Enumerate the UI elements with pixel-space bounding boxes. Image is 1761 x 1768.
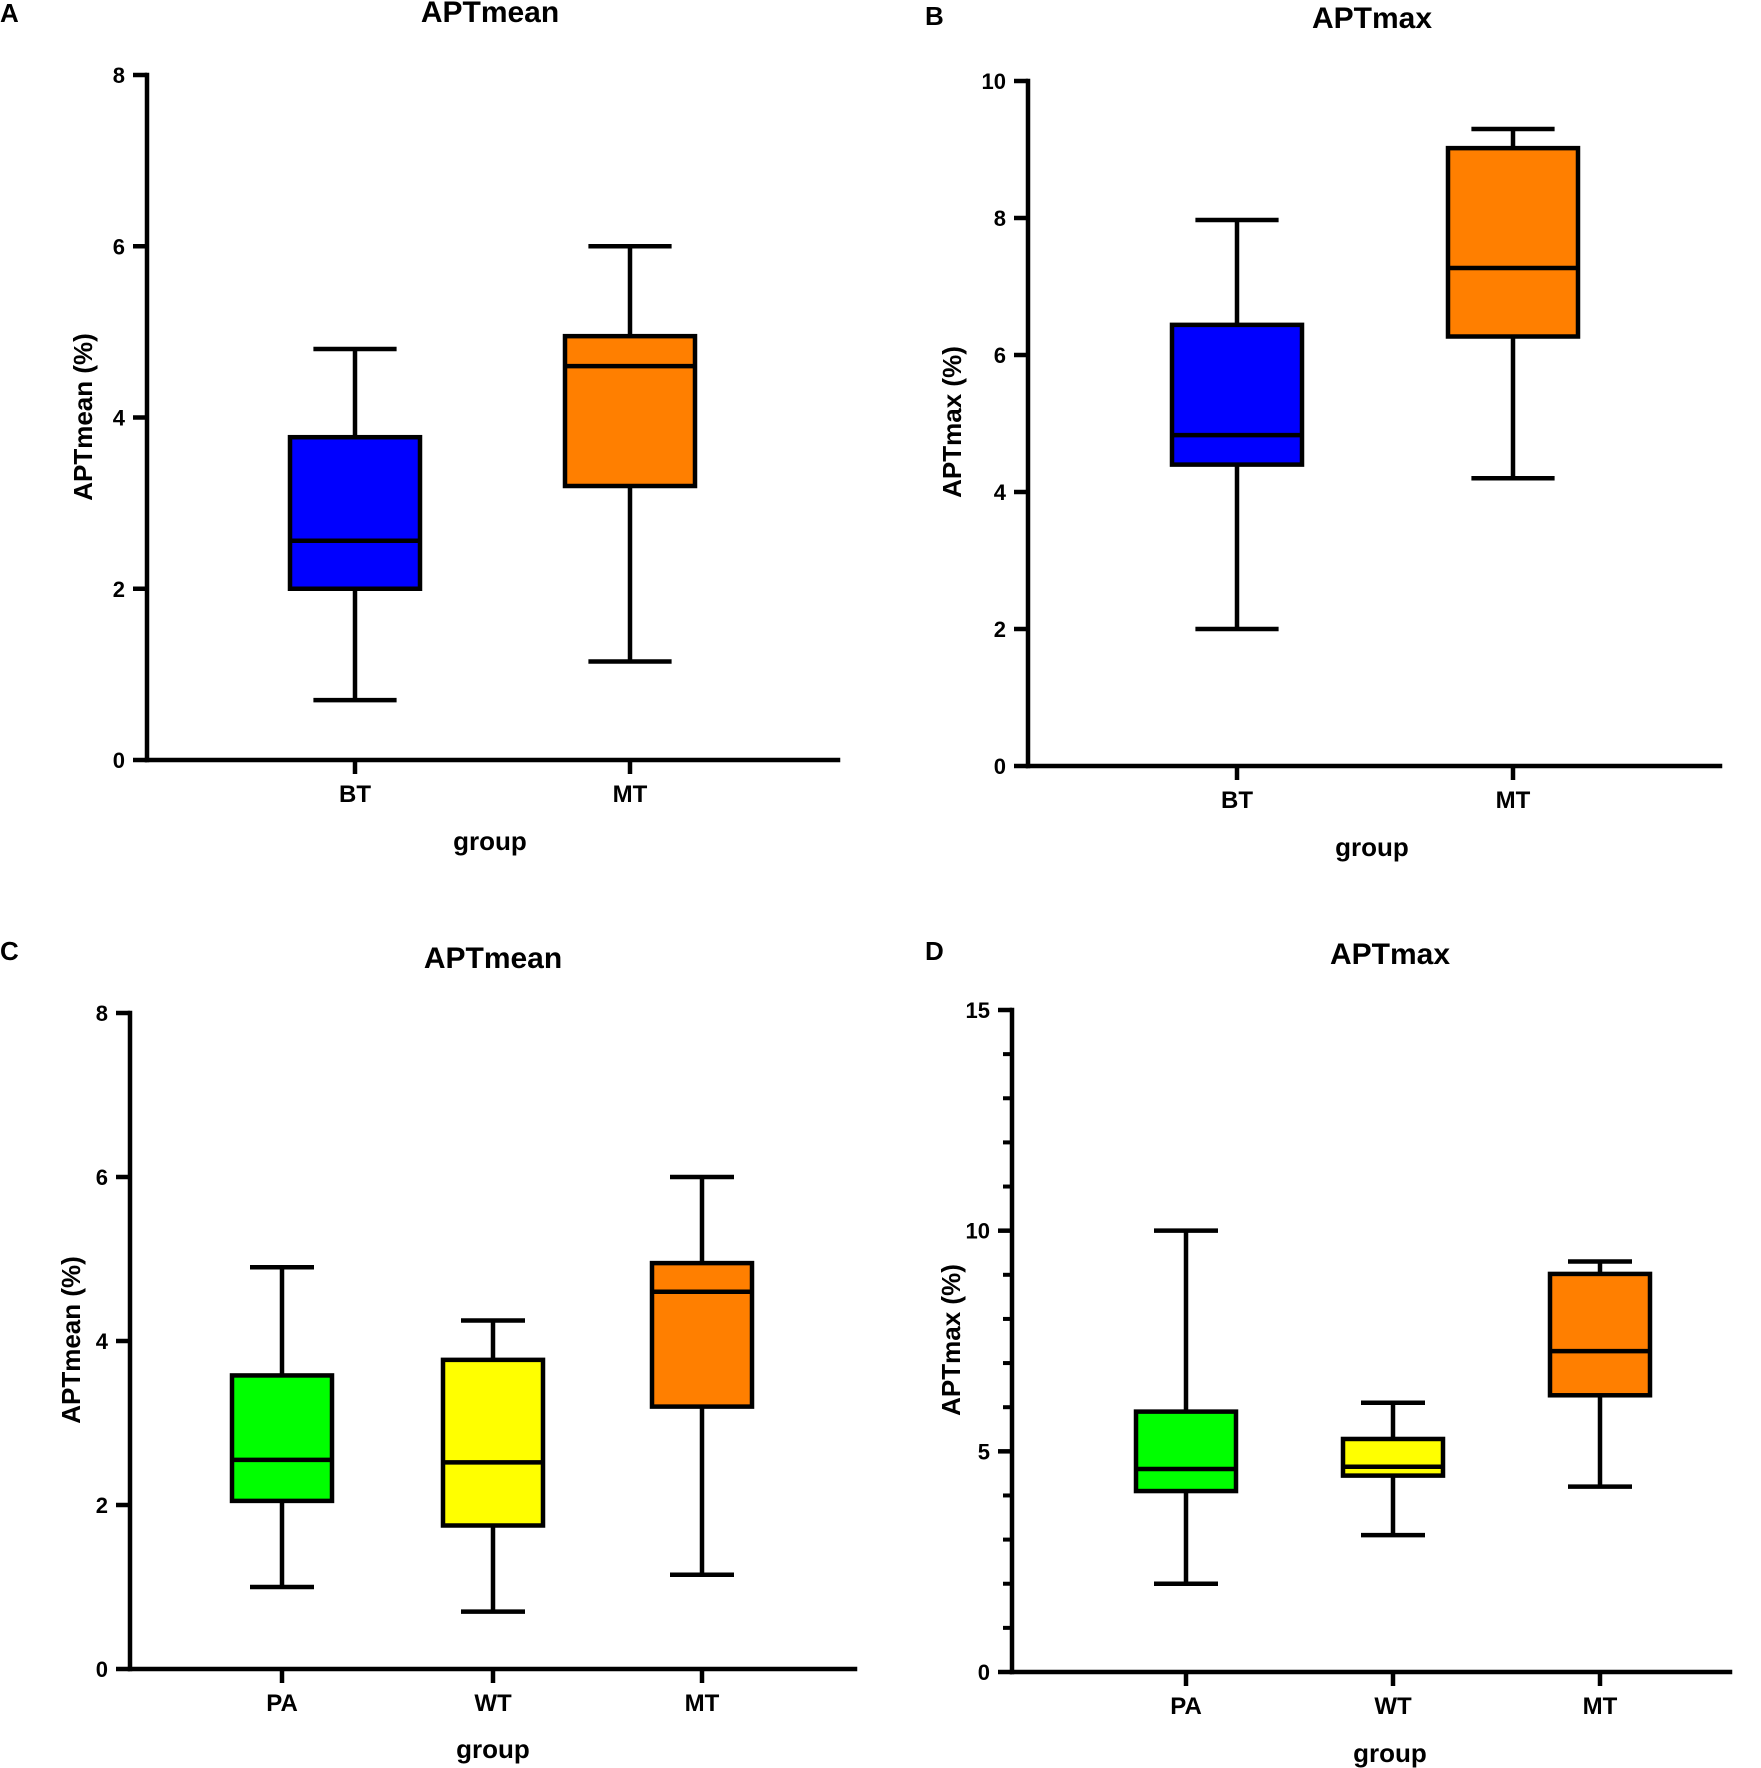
box-wt [440, 1318, 546, 1614]
x-tick-label: MT [1583, 1693, 1618, 1720]
y-tick-label: 0 [978, 1660, 990, 1685]
x-tick-label: PA [1170, 1693, 1202, 1720]
y-tick-label: 2 [113, 577, 125, 602]
y-tick-label: 4 [113, 406, 126, 431]
x-tick-label: MT [1496, 787, 1531, 814]
panel-letter-a: A [0, 0, 19, 28]
y-axis-label-a: APTmean (%) [68, 333, 98, 501]
chart-title-b: APTmax [1312, 2, 1432, 35]
y-tick-label: 2 [96, 1493, 108, 1518]
y-tick-label: 8 [113, 63, 125, 88]
box-mt [562, 244, 698, 664]
box-wt [1340, 1400, 1446, 1538]
y-axis-label-d: APTmax (%) [936, 1264, 966, 1416]
box-iqr [1445, 145, 1581, 339]
x-axis-label-b: group [1335, 832, 1409, 862]
y-tick-label: 15 [966, 998, 990, 1023]
box-mt [649, 1174, 755, 1577]
box-iqr [1547, 1271, 1653, 1398]
y-tick-label: 6 [96, 1165, 108, 1190]
x-tick-label: BT [1221, 787, 1253, 814]
box-bt [1169, 217, 1305, 632]
x-tick-label: PA [266, 1690, 298, 1717]
panel-b: B APTmax group APTmax (%) 0 2 4 6 8 10 BT MT [925, 1, 1723, 862]
box-mt [1547, 1259, 1653, 1489]
panel-c: C APTmean group APTmean (%) 0 2 4 6 8 PA WT MT [0, 936, 858, 1764]
box-pa [1133, 1228, 1239, 1586]
panel-letter-c: C [0, 936, 19, 966]
x-tick-label: MT [613, 781, 648, 808]
y-tick-label: 10 [966, 1219, 990, 1244]
y-tick-label: 0 [96, 1657, 108, 1682]
box-iqr [1169, 322, 1305, 467]
y-tick-label: 8 [994, 206, 1006, 231]
y-axis-label-c: APTmean (%) [56, 1256, 86, 1424]
x-tick-label: BT [339, 781, 371, 808]
y-tick-label: 8 [96, 1001, 108, 1026]
box-mt [1445, 126, 1581, 481]
y-tick-label: 6 [994, 343, 1006, 368]
y-tick-label: 10 [982, 69, 1006, 94]
panel-a: A APTmean group APTmean (%) 0 2 4 6 8 BT MT [0, 0, 841, 856]
box-iqr [649, 1260, 755, 1409]
chart-title-d: APTmax [1330, 938, 1450, 971]
box-pa [229, 1264, 335, 1590]
x-tick-label: MT [685, 1690, 720, 1717]
y-axis-label-b: APTmax (%) [937, 346, 967, 498]
x-axis-label-c: group [456, 1734, 530, 1764]
box-iqr [1133, 1409, 1239, 1494]
panel-d: D APTmax group APTmax (%) 0 5 10 15 PA WT MT [925, 936, 1733, 1768]
y-tick-label: 6 [113, 234, 125, 259]
y-tick-label: 4 [96, 1329, 109, 1354]
box-iqr [229, 1373, 335, 1504]
x-axis-label-d: group [1353, 1738, 1427, 1768]
y-tick-label: 0 [994, 754, 1006, 779]
panel-letter-d: D [925, 936, 944, 966]
y-tick-label: 4 [994, 480, 1007, 505]
box-iqr [440, 1357, 546, 1528]
box-iqr [562, 333, 698, 489]
box-iqr [287, 434, 423, 591]
x-axis-label-a: group [453, 826, 527, 856]
box-bt [287, 346, 423, 703]
y-tick-label: 0 [113, 748, 125, 773]
box-iqr [1340, 1436, 1446, 1478]
x-tick-label: WT [1374, 1693, 1412, 1720]
chart-title-a: APTmean [421, 0, 559, 29]
x-tick-label: WT [474, 1690, 512, 1717]
chart-title-c: APTmean [424, 942, 562, 975]
y-tick-label: 5 [978, 1439, 990, 1464]
y-tick-label: 2 [994, 617, 1006, 642]
panel-letter-b: B [925, 1, 944, 31]
